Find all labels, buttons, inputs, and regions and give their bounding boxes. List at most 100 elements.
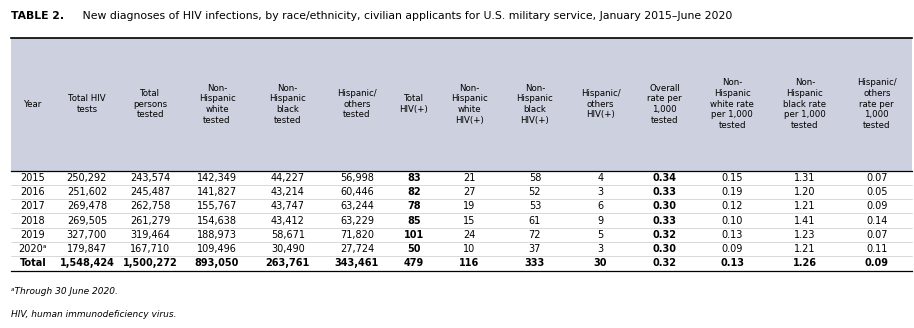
Text: Non-
Hispanic
white rate
per 1,000
tested: Non- Hispanic white rate per 1,000 teste… (710, 78, 754, 130)
Text: Non-
Hispanic
white
HIV(+): Non- Hispanic white HIV(+) (451, 84, 488, 125)
Text: Overall
rate per
1,000
tested: Overall rate per 1,000 tested (647, 84, 682, 125)
Text: 188,973: 188,973 (197, 230, 237, 240)
Text: 0.34: 0.34 (653, 173, 676, 183)
Text: 19: 19 (463, 201, 475, 211)
Text: 82: 82 (407, 187, 420, 197)
Text: 0.09: 0.09 (721, 244, 743, 254)
Text: 333: 333 (525, 258, 545, 268)
Text: Hispanic/
others
rate per
1,000
tested: Hispanic/ others rate per 1,000 tested (857, 78, 897, 130)
Text: 109,496: 109,496 (197, 244, 237, 254)
Text: 142,349: 142,349 (197, 173, 237, 183)
Text: 21: 21 (463, 173, 475, 183)
Text: 0.19: 0.19 (721, 187, 743, 197)
Text: 61: 61 (529, 215, 541, 226)
Text: 1.23: 1.23 (794, 230, 815, 240)
Text: Non-
Hispanic
black
tested: Non- Hispanic black tested (270, 84, 306, 125)
Text: 43,747: 43,747 (271, 201, 304, 211)
Text: 15: 15 (463, 215, 475, 226)
Text: 58,671: 58,671 (271, 230, 304, 240)
Text: 85: 85 (407, 215, 420, 226)
Text: 1,548,424: 1,548,424 (59, 258, 114, 268)
Text: 9: 9 (598, 215, 603, 226)
Text: 327,700: 327,700 (67, 230, 107, 240)
Text: Hispanic/
others
tested: Hispanic/ others tested (337, 89, 377, 119)
Text: 83: 83 (407, 173, 420, 183)
Text: 116: 116 (459, 258, 480, 268)
Text: ᵃThrough 30 June 2020.: ᵃThrough 30 June 2020. (11, 287, 118, 296)
Text: 0.13: 0.13 (720, 258, 744, 268)
Text: Non-
Hispanic
black
HIV(+): Non- Hispanic black HIV(+) (516, 84, 553, 125)
Text: 50: 50 (407, 244, 420, 254)
Text: 44,227: 44,227 (271, 173, 305, 183)
Text: 0.33: 0.33 (653, 215, 676, 226)
Text: Total: Total (19, 258, 47, 268)
Text: 263,761: 263,761 (266, 258, 310, 268)
Text: 4: 4 (598, 173, 603, 183)
Text: 269,505: 269,505 (67, 215, 107, 226)
Text: 167,710: 167,710 (131, 244, 171, 254)
Text: 30,490: 30,490 (271, 244, 304, 254)
Text: 2016: 2016 (20, 187, 45, 197)
Text: 3: 3 (598, 187, 603, 197)
Text: 0.32: 0.32 (653, 230, 676, 240)
Text: 2019: 2019 (20, 230, 45, 240)
Text: 5: 5 (598, 230, 603, 240)
Text: 269,478: 269,478 (67, 201, 107, 211)
Text: 3: 3 (598, 244, 603, 254)
Text: 154,638: 154,638 (197, 215, 237, 226)
Text: 0.12: 0.12 (721, 201, 743, 211)
Text: 179,847: 179,847 (67, 244, 107, 254)
Text: 0.07: 0.07 (866, 230, 887, 240)
Text: 893,050: 893,050 (195, 258, 239, 268)
Text: 27,724: 27,724 (340, 244, 374, 254)
Text: 0.32: 0.32 (653, 258, 676, 268)
Text: TABLE 2.: TABLE 2. (11, 11, 64, 21)
Text: 37: 37 (528, 244, 541, 254)
Text: 58: 58 (528, 173, 541, 183)
Text: 155,767: 155,767 (197, 201, 238, 211)
Text: 0.13: 0.13 (721, 230, 743, 240)
Text: Non-
Hispanic
black rate
per 1,000
tested: Non- Hispanic black rate per 1,000 teste… (783, 78, 826, 130)
Text: 0.07: 0.07 (866, 173, 887, 183)
Text: Total
persons
tested: Total persons tested (133, 89, 167, 119)
Text: 1.41: 1.41 (794, 215, 815, 226)
Text: New diagnoses of HIV infections, by race/ethnicity, civilian applicants for U.S.: New diagnoses of HIV infections, by race… (79, 11, 732, 21)
Text: 1.21: 1.21 (794, 244, 815, 254)
Text: 479: 479 (404, 258, 424, 268)
Text: 24: 24 (463, 230, 475, 240)
Text: 0.09: 0.09 (866, 201, 887, 211)
Text: Hispanic/
others
HIV(+): Hispanic/ others HIV(+) (580, 89, 621, 119)
Text: 261,279: 261,279 (131, 215, 171, 226)
Text: 27: 27 (463, 187, 475, 197)
Text: Total
HIV(+): Total HIV(+) (399, 94, 428, 114)
Text: 0.11: 0.11 (866, 244, 887, 254)
Text: Year: Year (24, 100, 42, 109)
Text: 30: 30 (594, 258, 607, 268)
Text: 10: 10 (463, 244, 475, 254)
Text: 343,461: 343,461 (335, 258, 379, 268)
Text: 78: 78 (407, 201, 420, 211)
Text: 0.33: 0.33 (653, 187, 676, 197)
Text: 245,487: 245,487 (131, 187, 171, 197)
Text: 243,574: 243,574 (131, 173, 171, 183)
Text: 1.20: 1.20 (794, 187, 815, 197)
Text: 0.14: 0.14 (866, 215, 887, 226)
Text: 1.21: 1.21 (794, 201, 815, 211)
Text: 1.26: 1.26 (793, 258, 817, 268)
Text: 251,602: 251,602 (67, 187, 107, 197)
Text: 43,214: 43,214 (271, 187, 304, 197)
Text: 60,446: 60,446 (340, 187, 374, 197)
Text: HIV, human immunodeficiency virus.: HIV, human immunodeficiency virus. (11, 310, 176, 319)
Text: 0.30: 0.30 (653, 244, 676, 254)
Text: 71,820: 71,820 (340, 230, 374, 240)
Text: 0.09: 0.09 (865, 258, 888, 268)
Text: 0.10: 0.10 (721, 215, 743, 226)
Text: 63,244: 63,244 (340, 201, 374, 211)
Text: 1.31: 1.31 (794, 173, 815, 183)
Text: 0.15: 0.15 (721, 173, 743, 183)
Text: 2017: 2017 (20, 201, 45, 211)
Text: Non-
Hispanic
white
tested: Non- Hispanic white tested (198, 84, 236, 125)
Text: 63,229: 63,229 (340, 215, 374, 226)
Text: 1,500,272: 1,500,272 (123, 258, 178, 268)
Text: 6: 6 (598, 201, 603, 211)
